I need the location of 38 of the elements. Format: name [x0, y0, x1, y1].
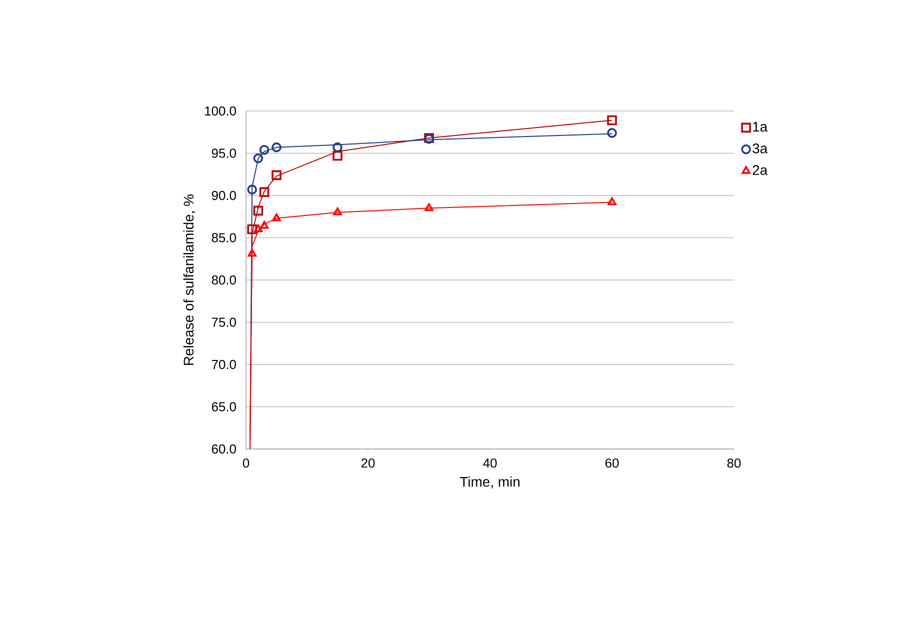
x-tick-label: 0: [242, 458, 250, 468]
legend-label: 3a: [752, 143, 768, 154]
point: [259, 144, 270, 155]
point: [272, 170, 282, 180]
point: [333, 207, 342, 216]
point: [424, 203, 434, 212]
point: [607, 115, 617, 126]
legend-label: 2a: [752, 165, 768, 175]
point: [607, 128, 617, 138]
y-tick-label: 80.0: [212, 275, 236, 285]
y-tick-label: 100.0: [205, 106, 236, 116]
y-tick-label: 70.0: [212, 360, 236, 370]
point: [272, 142, 282, 152]
x-tick-label: 60: [605, 458, 619, 468]
point: [253, 206, 264, 216]
point: [259, 187, 270, 198]
point: [247, 224, 258, 234]
x-tick-label: 40: [483, 458, 497, 468]
y-tick-label: 60.0: [212, 444, 236, 454]
point: [247, 184, 258, 194]
x-tick-label: 80: [727, 458, 741, 468]
x-tick-label: 20: [361, 458, 375, 468]
point: [253, 153, 264, 164]
point: [332, 142, 342, 152]
x-axis-title: Time, min: [460, 476, 520, 488]
point: [248, 248, 256, 257]
y-tick-label: 90.0: [212, 190, 236, 200]
point: [332, 150, 342, 161]
y-axis-title: Release of sulfanilamide, %: [183, 194, 196, 365]
y-tick-label: 75.0: [212, 318, 236, 327]
y-tick-label: 95.0: [212, 148, 236, 158]
point: [254, 224, 263, 232]
point: [272, 213, 281, 222]
legend-label: 1a: [753, 122, 768, 132]
point: [608, 197, 616, 206]
y-tick-label: 85.0: [212, 233, 236, 242]
point: [260, 221, 269, 229]
y-tick-label: 65.0: [212, 402, 236, 412]
